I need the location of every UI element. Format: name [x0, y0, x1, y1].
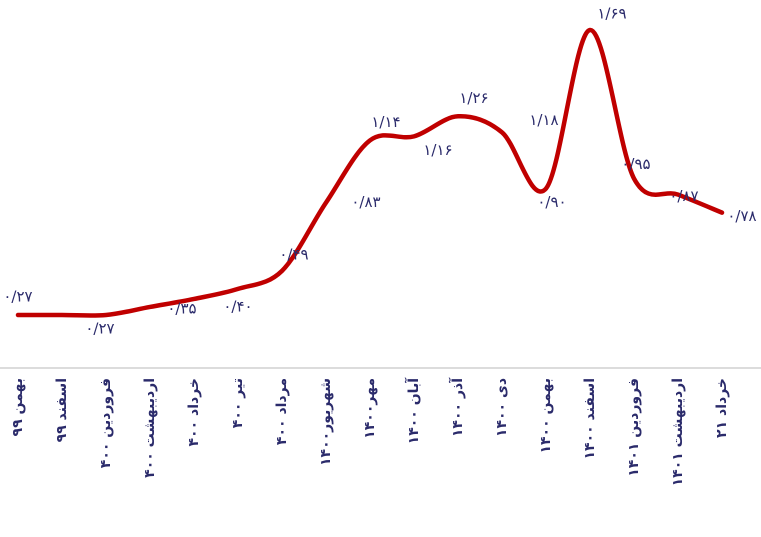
- data-label: ۱/۱۴: [371, 113, 400, 131]
- x-tick-label: بهمن ۹۹: [10, 378, 26, 436]
- x-tick-label: ۱۴۰۰ بهمن: [538, 378, 554, 454]
- x-tick-label: شهریور۱۴۰۰: [318, 378, 334, 466]
- x-tick-label: خرداد ۴۰۰: [186, 378, 202, 446]
- line: [15, 27, 725, 318]
- data-label: ۰/۸۷: [669, 187, 698, 205]
- data-label: ۱/۱۶: [423, 141, 452, 159]
- x-tick-label: ۱۴۰۱ اردیبهشت: [670, 378, 686, 486]
- data-label: ۰/۴۹: [279, 245, 308, 263]
- x-tick-label: ۱۴۰۱ فروردین: [626, 378, 642, 477]
- x-tick-label: اردیبهشت ۴۰۰: [142, 378, 158, 478]
- x-tick-label: ۲۱ خرداد: [714, 378, 730, 438]
- data-label: ۰/۸۳: [351, 193, 380, 211]
- data-label: ۰/۹۰: [537, 193, 566, 211]
- data-label: ۰/۲۷: [85, 320, 114, 338]
- data-label: ۰/۴۰: [223, 297, 252, 315]
- x-tick-label: ۱۴۰۰ اسفند: [582, 378, 598, 460]
- data-label: ۰/۳۵: [167, 299, 196, 317]
- x-tick-label: مهر۱۴۰۰: [362, 378, 378, 439]
- data-label: ۱/۶۹: [597, 5, 626, 23]
- x-tick-label: فروردین ۴۰۰: [98, 378, 114, 468]
- x-tick-label: اسفند ۹۹: [54, 378, 70, 442]
- x-tick-label: ۱۴۰۰ آذر: [448, 377, 466, 437]
- data-label: ۰/۷۸: [727, 207, 756, 225]
- x-tick-label: مرداد ۴۰۰: [274, 378, 290, 445]
- data-label: ۰/۲۷: [3, 288, 32, 306]
- data-label: ۱/۲۶: [459, 89, 488, 107]
- data-label: ۱/۱۸: [529, 111, 558, 129]
- x-tick-label: تیر ۴۰۰: [230, 378, 246, 428]
- x-tick-label: دی ۱۴۰۰: [494, 378, 510, 437]
- data-label: ۰/۹۵: [621, 155, 650, 173]
- x-tick-label: ۱۴۰۰ آبان: [404, 377, 422, 445]
